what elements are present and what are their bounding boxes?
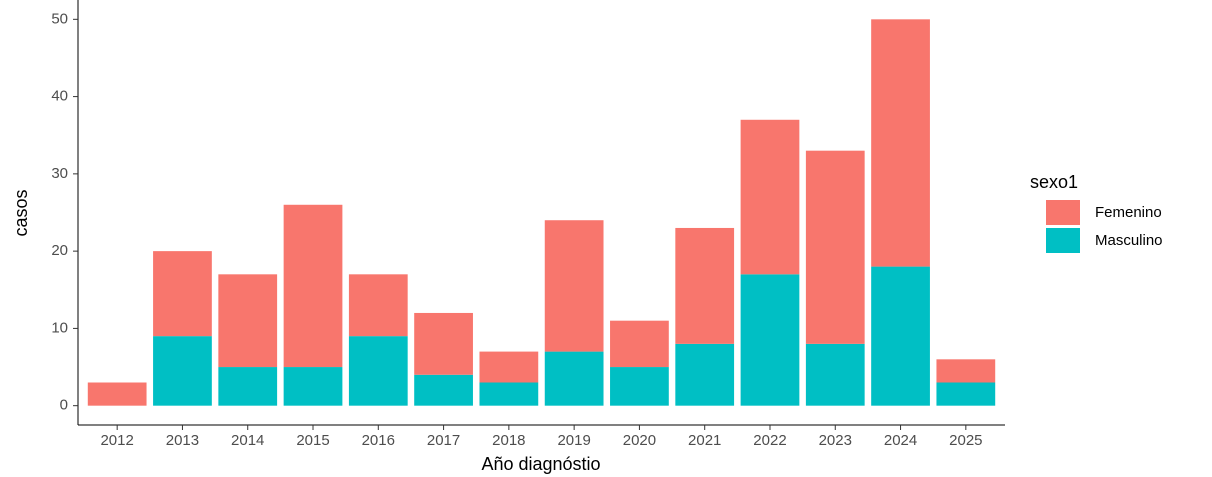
y-tick-label: 40 — [51, 88, 68, 105]
bar-segment — [153, 336, 212, 406]
legend-title: sexo1 — [1030, 172, 1078, 192]
bar-segment — [675, 227, 735, 344]
bar-segment — [544, 351, 604, 406]
x-tick-label: 2025 — [949, 432, 982, 449]
bar-segment — [936, 359, 996, 383]
x-tick-label: 2023 — [819, 432, 852, 449]
x-tick-label: 2017 — [427, 432, 460, 449]
y-tick-label: 20 — [51, 242, 68, 259]
bar-segment — [414, 374, 473, 406]
bar-segment — [610, 367, 669, 406]
bar-segment — [740, 274, 800, 406]
bar-segment — [871, 19, 930, 267]
bar-segment — [610, 320, 669, 368]
x-tick-label: 2020 — [623, 432, 656, 449]
legend-label: Masculino — [1095, 232, 1163, 249]
legend-key — [1046, 200, 1080, 225]
bar-segment — [479, 351, 539, 383]
x-tick-label: 2016 — [362, 432, 395, 449]
bar-segment — [544, 220, 604, 352]
bar-segment — [936, 382, 996, 406]
x-tick-label: 2018 — [492, 432, 525, 449]
bar-segment — [805, 150, 865, 344]
bar-segment — [675, 343, 735, 406]
x-tick-label: 2021 — [688, 432, 721, 449]
legend-key — [1046, 228, 1080, 253]
bar-segment — [283, 367, 343, 406]
y-tick-label: 0 — [60, 397, 68, 414]
bar-segment — [218, 367, 278, 406]
bar-segment — [218, 274, 278, 368]
bar-segment — [348, 274, 408, 337]
bar-segment — [348, 336, 408, 406]
y-tick-label: 10 — [51, 319, 68, 336]
x-axis-title: Año diagnóstio — [481, 454, 600, 474]
x-tick-label: 2019 — [557, 432, 590, 449]
y-tick-label: 30 — [51, 165, 68, 182]
x-tick-label: 2015 — [296, 432, 329, 449]
bar-segment — [740, 119, 800, 275]
x-tick-label: 2022 — [753, 432, 786, 449]
x-tick-label: 2012 — [100, 432, 133, 449]
bar-segment — [805, 343, 865, 406]
bar-segment — [871, 266, 930, 406]
bar-segment — [153, 251, 212, 337]
x-tick-label: 2014 — [231, 432, 264, 449]
bar-segment — [414, 312, 473, 375]
bar-segment — [87, 382, 147, 406]
bar-segment — [283, 204, 343, 368]
x-tick-label: 2024 — [884, 432, 917, 449]
x-tick-label: 2013 — [166, 432, 199, 449]
bar-segment — [479, 382, 539, 406]
legend-label: Femenino — [1095, 204, 1162, 221]
y-tick-label: 50 — [51, 10, 68, 27]
y-axis-title: casos — [11, 189, 31, 236]
